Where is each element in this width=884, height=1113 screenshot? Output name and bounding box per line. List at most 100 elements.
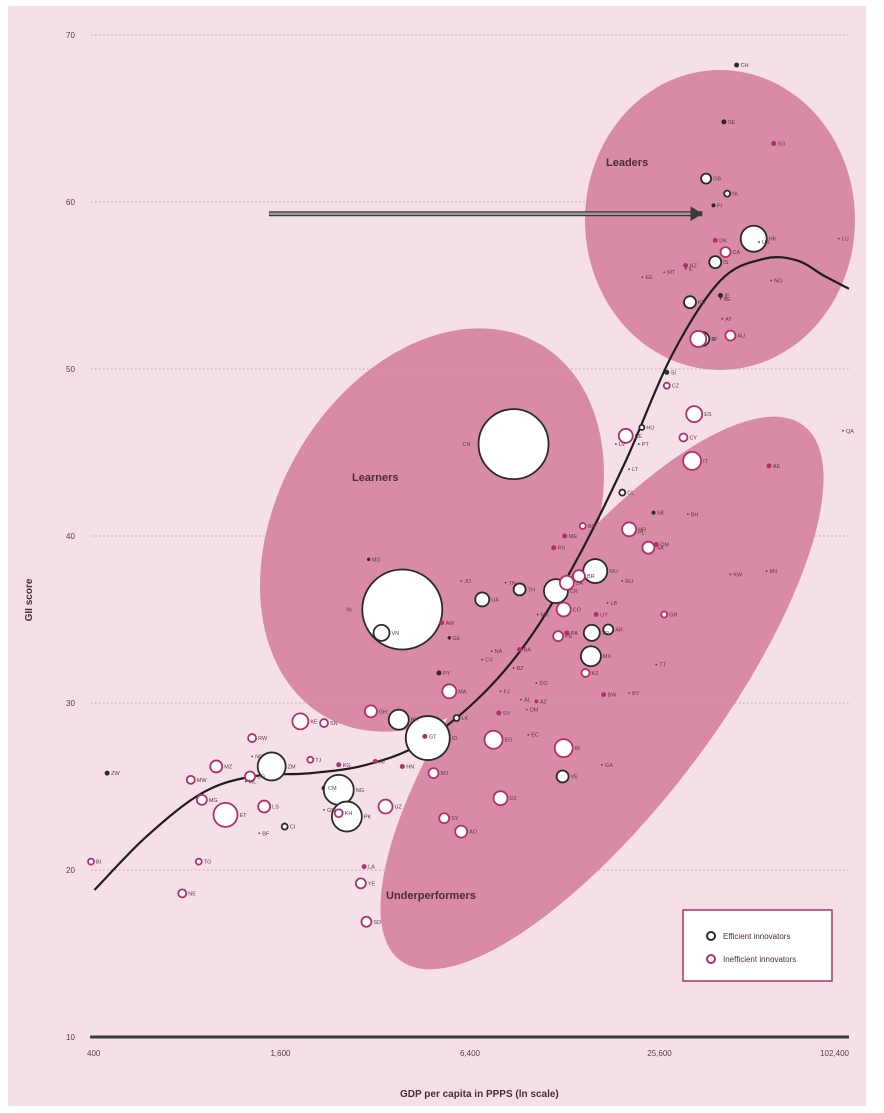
point-label: ZM	[288, 764, 296, 770]
point-label: IL	[689, 267, 694, 273]
point-label: GB	[713, 177, 721, 183]
data-point	[534, 699, 539, 704]
point-label: NG	[356, 788, 364, 794]
point-label: CM	[328, 786, 337, 792]
point-label: RW	[258, 736, 268, 742]
data-point	[536, 613, 539, 616]
point-label: BR	[587, 574, 595, 580]
point-label: UZ	[395, 805, 403, 811]
point-label: MT	[667, 270, 676, 276]
point-label: DK	[719, 238, 727, 244]
point-label: GT	[429, 734, 437, 740]
point-label: PT	[642, 442, 650, 448]
data-point	[439, 620, 445, 626]
legend-marker-efficient	[706, 931, 716, 941]
point-label: JP	[711, 337, 718, 343]
data-point	[361, 864, 367, 870]
data-point	[366, 557, 371, 562]
point-label: SV	[503, 711, 511, 717]
data-point	[637, 443, 640, 446]
data-point	[520, 698, 522, 701]
data-point	[562, 533, 568, 539]
y-tick-label: 30	[66, 699, 75, 708]
point-label: US	[762, 240, 770, 246]
data-point	[387, 708, 410, 731]
point-label: IE	[725, 294, 731, 300]
data-point	[564, 630, 570, 636]
data-point	[553, 738, 574, 758]
data-point	[209, 759, 224, 774]
point-label: UA	[491, 597, 499, 603]
point-label: PL	[638, 531, 645, 537]
data-point	[291, 712, 310, 731]
legend-label-efficient: Efficient innovators	[723, 932, 790, 941]
point-label: CY	[689, 435, 697, 441]
point-label: AZ	[540, 699, 548, 705]
data-point	[333, 808, 344, 819]
data-point	[601, 692, 607, 698]
point-label: MZ	[224, 764, 233, 770]
data-point	[684, 267, 687, 270]
data-point	[617, 427, 634, 444]
data-point	[474, 591, 491, 608]
data-point	[606, 601, 609, 604]
data-point	[641, 540, 656, 555]
data-point	[689, 330, 708, 348]
data-point	[842, 429, 844, 432]
data-point	[195, 793, 208, 806]
point-label: SN	[330, 721, 338, 727]
data-point	[104, 770, 110, 776]
data-point	[721, 318, 724, 320]
data-point	[404, 715, 451, 761]
data-point	[306, 755, 315, 764]
data-point	[651, 510, 656, 515]
data-point	[212, 801, 239, 828]
point-label: TN	[509, 581, 516, 587]
data-point	[660, 610, 669, 619]
x-tick-label: 102,400	[820, 1049, 849, 1058]
point-label: NL	[732, 192, 739, 198]
point-label: AU	[737, 334, 745, 340]
point-label: TJ	[315, 758, 321, 764]
point-label: PA	[571, 631, 578, 637]
point-label: LT	[632, 467, 639, 473]
point-label: ID	[452, 736, 458, 742]
data-point	[641, 276, 644, 279]
data-point	[372, 623, 391, 642]
y-tick-label: 20	[66, 866, 75, 875]
data-point	[771, 141, 777, 147]
point-label: MW	[197, 778, 208, 784]
y-tick-label: 70	[66, 31, 75, 40]
point-label: DM	[530, 708, 539, 714]
point-label: SK	[657, 511, 665, 517]
data-point	[708, 255, 723, 270]
data-point	[662, 381, 671, 390]
data-point	[280, 822, 289, 831]
point-label: HN	[406, 764, 414, 770]
point-label: PE	[565, 634, 573, 640]
data-point	[247, 733, 258, 743]
region-label-leaders: Leaders	[606, 157, 648, 169]
y-tick-label: 50	[66, 365, 75, 374]
data-point	[766, 463, 772, 469]
data-point	[593, 611, 599, 617]
x-tick-label: 25,600	[647, 1049, 672, 1058]
point-label: NE	[188, 891, 196, 897]
data-point	[336, 762, 342, 768]
data-point	[683, 295, 697, 310]
point-label: HU	[646, 425, 654, 431]
data-point	[678, 432, 689, 443]
point-label: LS	[272, 805, 279, 811]
data-point	[481, 658, 484, 661]
data-point	[580, 668, 591, 678]
data-point	[758, 241, 760, 243]
point-label: OM	[660, 542, 669, 548]
point-label: NZ	[690, 263, 698, 269]
x-tick-label: 6,400	[460, 1049, 481, 1058]
data-point	[686, 513, 689, 516]
data-point	[194, 857, 203, 866]
point-label: HR	[638, 527, 646, 533]
data-point	[251, 755, 254, 758]
